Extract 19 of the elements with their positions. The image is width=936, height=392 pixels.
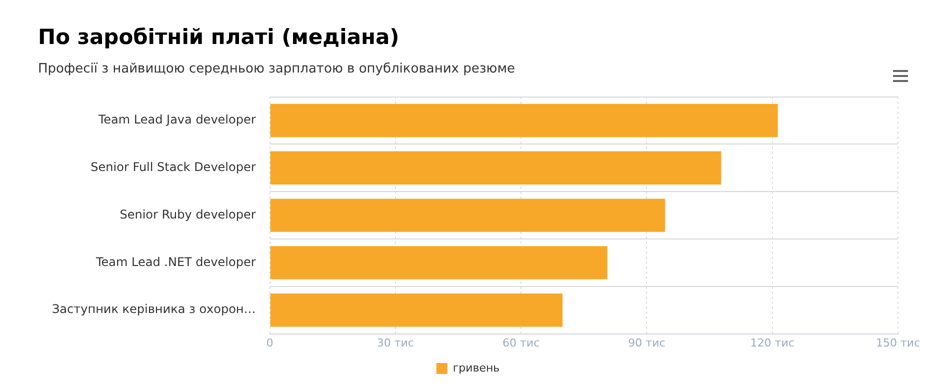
x-tick-label: 90 тис (628, 336, 666, 350)
y-tick-label: Senior Ruby developer (120, 207, 256, 222)
bar (270, 104, 778, 138)
bar (270, 198, 666, 232)
y-tick-label: Team Lead .NET developer (94, 254, 256, 269)
bar (270, 151, 722, 184)
chart-subtitle: Професії з найвищою середньою зарплатою в опублікованих резюме (38, 61, 516, 76)
legend-label: гривень (452, 361, 500, 374)
bar (270, 294, 563, 327)
chart-title: По заробітній платі (медіана) (38, 25, 400, 50)
x-tick-label: 120 тис (750, 336, 794, 350)
y-tick-label: Заступник керівника з охорон… (52, 302, 256, 316)
x-tick-label: 60 тис (502, 336, 540, 350)
y-tick-label: Team Lead Java developer (97, 112, 256, 127)
x-tick-label: 30 тис (376, 336, 414, 350)
x-tick-label: 0 (266, 336, 274, 350)
bar (270, 246, 608, 280)
x-tick-label: 150 тис (876, 336, 920, 350)
y-tick-label: Senior Full Stack Developer (90, 160, 256, 174)
